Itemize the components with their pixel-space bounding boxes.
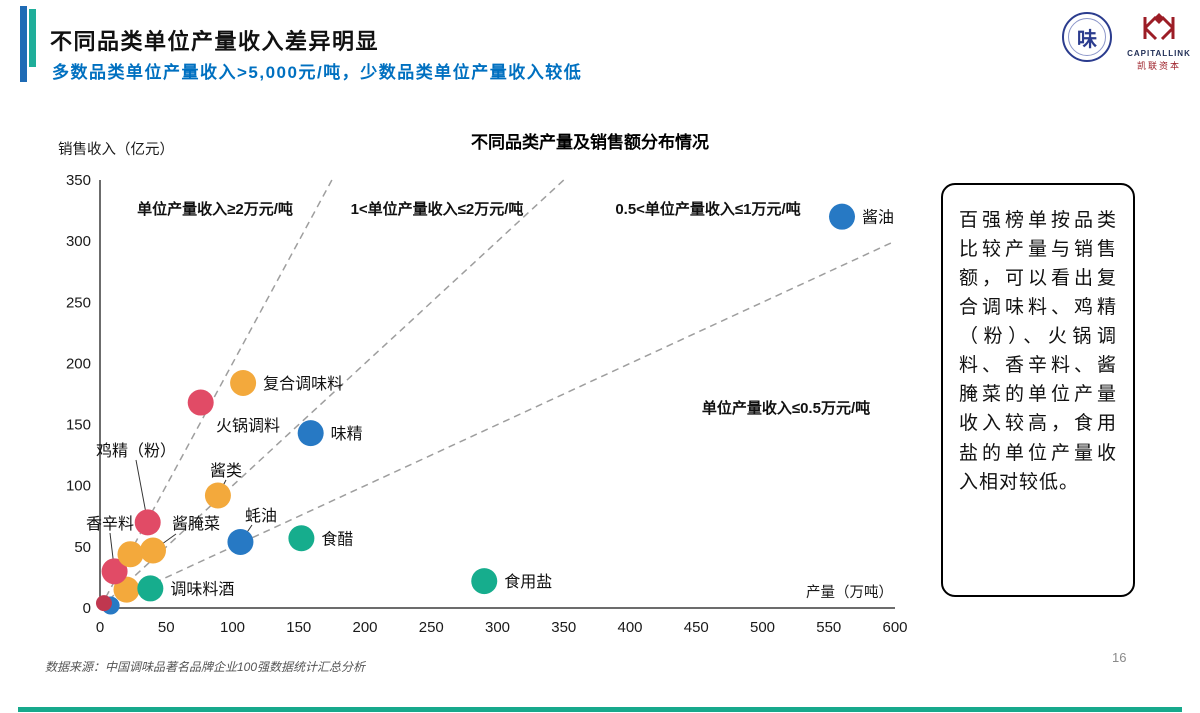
data-point-鸡精（粉） xyxy=(134,509,161,536)
guide-line-1 xyxy=(99,179,565,609)
x-tick-label: 500 xyxy=(750,619,775,636)
data-source-note: 数据来源：中国调味品著名品牌企业100强数据统计汇总分析 xyxy=(45,660,366,674)
x-tick-label: 250 xyxy=(419,619,444,636)
point-label-酱腌菜: 酱腌菜 xyxy=(172,515,220,533)
x-tick-label: 50 xyxy=(158,619,175,636)
x-tick-label: 600 xyxy=(882,619,907,636)
data-point-香辛料 xyxy=(101,558,128,585)
x-tick-label: 350 xyxy=(551,619,576,636)
condiment-association-logo: 味 xyxy=(1062,12,1112,62)
point-label-食醋: 食醋 xyxy=(321,530,353,548)
point-label-酱类: 酱类 xyxy=(210,462,242,480)
x-tick-label: 400 xyxy=(617,619,642,636)
y-tick-label: 200 xyxy=(66,355,91,372)
page-number: 16 xyxy=(1112,650,1127,665)
note-box: 百强榜单按品类比较产量与销售额，可以看出复合调味料、鸡精（粉）、火锅调料、香辛料… xyxy=(941,183,1135,597)
data-point-蚝油 xyxy=(227,528,254,555)
point-label-调味料酒: 调味料酒 xyxy=(170,580,234,598)
point-label-味精: 味精 xyxy=(331,425,363,443)
chart-area: 0 50 100 150 200 250 300 350 400 450 500 550 600 0 50 1… xyxy=(0,110,935,650)
capitallink-monogram-icon xyxy=(1143,13,1175,41)
y-tick-label: 0 xyxy=(83,600,91,617)
x-tick-label: 100 xyxy=(220,619,245,636)
x-axis-label: 产量（万吨） xyxy=(806,584,893,601)
x-tick-label: 200 xyxy=(352,619,377,636)
point-label-食用盐: 食用盐 xyxy=(504,573,552,591)
title-accent-bar-teal xyxy=(29,9,36,67)
y-tick-label: 150 xyxy=(66,417,91,434)
x-tick-label: 550 xyxy=(816,619,841,636)
region-label: 1<单位产量收入≤2万元/吨 xyxy=(351,200,524,218)
capitallink-name: CAPITALLINK xyxy=(1127,49,1191,58)
data-point-食用盐 xyxy=(471,568,498,595)
data-point-unlabeled xyxy=(95,595,112,612)
point-label-火锅调料: 火锅调料 xyxy=(216,417,280,435)
page-subtitle: 多数品类单位产量收入>5,000元/吨，少数品类单位产量收入较低 xyxy=(52,63,583,82)
data-point-味精 xyxy=(297,420,324,447)
y-tick-label: 300 xyxy=(66,233,91,250)
data-point-酱油 xyxy=(829,203,855,230)
association-seal-character: 味 xyxy=(1068,18,1106,56)
data-point-unlabeled xyxy=(113,576,140,603)
y-tick-label: 100 xyxy=(66,478,91,495)
point-label-鸡精（粉）: 鸡精（粉） xyxy=(96,442,176,460)
note-text: 百强榜单按品类比较产量与销售额，可以看出复合调味料、鸡精（粉）、火锅调料、香辛料… xyxy=(959,210,1117,493)
region-label: 单位产量收入≥2万元/吨 xyxy=(137,200,293,218)
data-point-酱腌菜 xyxy=(140,537,166,564)
bottom-accent-bar xyxy=(18,707,1182,712)
capitallink-chinese-name: 凯联资本 xyxy=(1136,61,1181,71)
data-point-火锅调料 xyxy=(187,389,214,416)
point-label-香辛料: 香辛料 xyxy=(86,515,134,533)
chart-title: 不同品类产量及销售额分布情况 xyxy=(471,132,709,152)
data-point-复合调味料 xyxy=(230,369,257,396)
point-label-蚝油: 蚝油 xyxy=(245,507,277,525)
region-label: 0.5<单位产量收入≤1万元/吨 xyxy=(615,200,800,218)
y-axis-label: 销售收入（亿元） xyxy=(58,141,174,158)
chart-axis xyxy=(99,180,895,609)
point-label-酱油: 酱油 xyxy=(862,209,894,227)
y-tick-label: 350 xyxy=(66,172,91,189)
data-point-unlabeled xyxy=(117,541,144,568)
title-accent-bar-blue xyxy=(20,6,27,82)
x-tick-label: 450 xyxy=(684,619,709,636)
y-tick-label: 250 xyxy=(66,294,91,311)
page-title: 不同品类单位产量收入差异明显 xyxy=(50,29,380,54)
capitallink-logo: CAPITALLINK 凯联资本 xyxy=(1126,12,1192,72)
data-point-调味料酒 xyxy=(137,575,164,602)
x-tick-label: 0 xyxy=(96,619,104,636)
guide-line-2 xyxy=(99,179,333,609)
data-point-酱类 xyxy=(204,482,231,509)
region-label: 单位产量收入≤0.5万元/吨 xyxy=(702,399,870,417)
point-label-复合调味料: 复合调味料 xyxy=(263,375,343,393)
x-tick-label: 150 xyxy=(286,619,311,636)
data-point-食醋 xyxy=(288,525,315,552)
scatter-chart: 0 50 100 150 200 250 300 350 400 450 500 550 600 0 50 1… xyxy=(58,132,908,636)
x-tick-label: 300 xyxy=(485,619,510,636)
y-tick-label: 50 xyxy=(74,539,91,556)
